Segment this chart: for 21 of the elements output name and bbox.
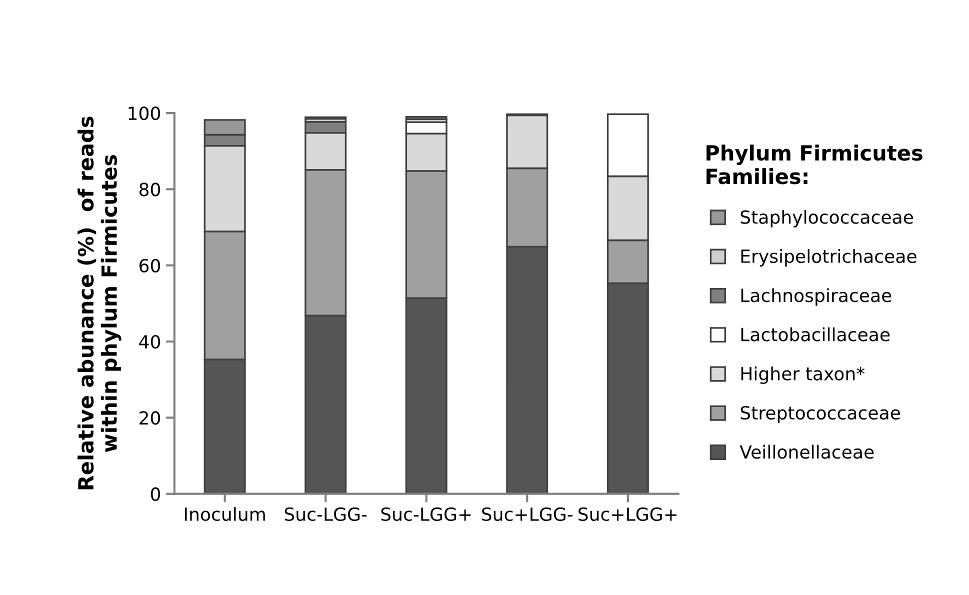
x-tick-label: Suc-LGG+ [381, 507, 471, 522]
y-tick-label: 100 [128, 106, 160, 120]
y-tick-label: 60 [140, 258, 160, 272]
y-tick-label: 80 [139, 182, 160, 196]
y-tick-label: 20 [140, 411, 160, 425]
legend-title: Phylum Firmicutes Families: [706, 144, 922, 184]
x-tick-label: Inoculum [184, 507, 265, 522]
legend-label: Lactobacillaceae [741, 327, 890, 342]
y-tick-label: 40 [139, 334, 160, 349]
legend-label: Staphylococcaceae [740, 210, 913, 228]
x-tick-label: Suc+LGG- [482, 507, 573, 522]
legend-label: Lachnospiraceae [741, 288, 892, 306]
y-axis-title: Relative abunance (%) of reads within phylum Firmicutes [78, 116, 122, 490]
y-tick-label: 0 [150, 487, 160, 501]
legend-label: Veillonellaceae [740, 444, 874, 459]
legend-label: Erysipelotrichaceae [741, 249, 916, 267]
x-tick-label: Suc-LGG- [284, 507, 367, 522]
legend-label: Streptococcaceae [740, 406, 900, 424]
x-tick-label: Suc+LGG+ [578, 507, 677, 522]
bar [405, 116, 448, 120]
legend-label: Higher taxon* [741, 366, 865, 384]
